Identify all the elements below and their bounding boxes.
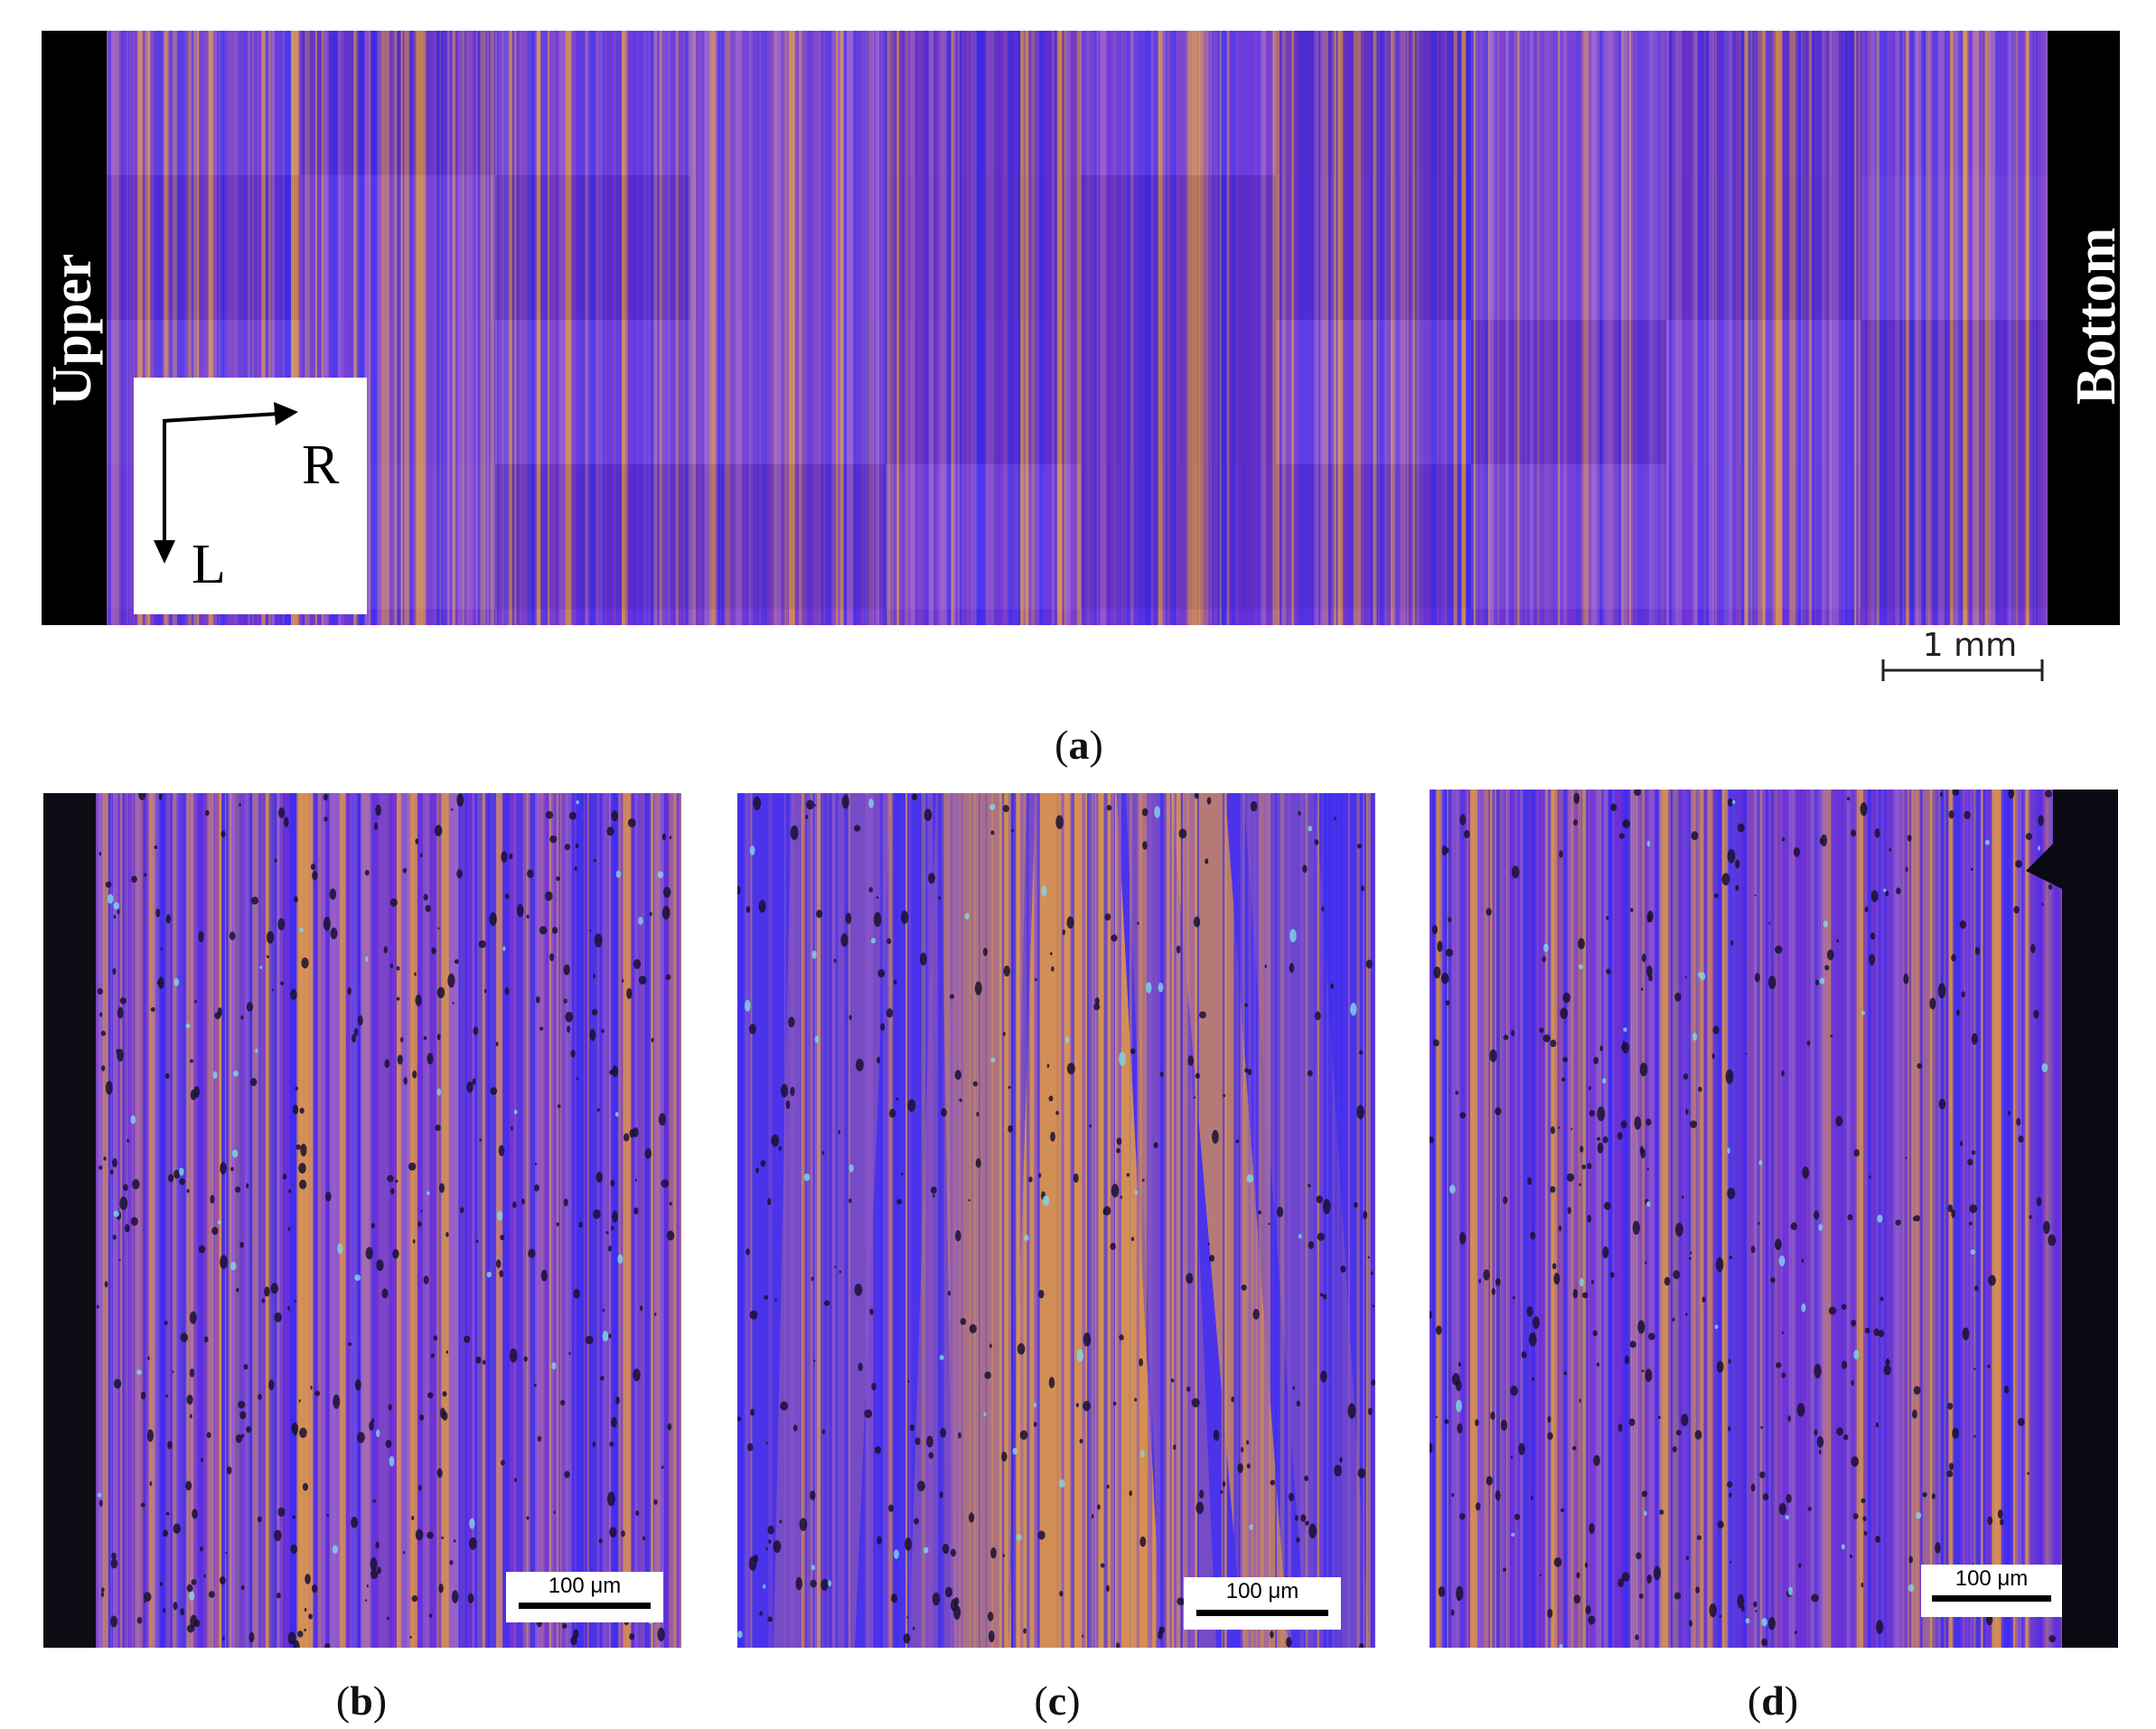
axis-l-label: L <box>192 534 226 595</box>
micrograph-a-texture <box>42 31 2120 625</box>
micrograph-d-texture <box>1430 790 2118 1648</box>
scale-box-d: 100 μm <box>1921 1565 2062 1617</box>
scale-label-d: 100 μm <box>1954 1566 2029 1591</box>
axis-r-label: R <box>302 435 340 496</box>
micrograph-b-texture <box>43 793 681 1648</box>
orientation-arrows-icon <box>154 402 298 564</box>
scale-box-c: 100 μm <box>1184 1577 1341 1630</box>
scale-bar-a: 1 mm <box>1879 623 2060 687</box>
micrograph-b: 100 μm <box>43 793 681 1648</box>
micrograph-c: 100 μm <box>737 793 1375 1648</box>
micrograph-a <box>42 31 2120 625</box>
micrograph-d: 100 μm <box>1430 790 2118 1648</box>
caption-d: (d) <box>1747 1678 1799 1724</box>
caption-c: (c) <box>1034 1678 1081 1724</box>
scale-label-b: 100 μm <box>548 1574 622 1598</box>
orientation-axes: R L <box>134 378 367 614</box>
micrograph-c-texture <box>737 793 1375 1648</box>
scale-line-a <box>1881 659 2044 681</box>
upper-label: Upper <box>42 253 103 407</box>
caption-a: (a) <box>1055 722 1103 768</box>
scale-box-b: 100 μm <box>506 1572 663 1622</box>
scale-line-c <box>1196 1610 1328 1616</box>
caption-b: (b) <box>335 1678 388 1724</box>
scale-label-c: 100 μm <box>1225 1579 1299 1603</box>
bottom-label: Bottom <box>2066 227 2127 406</box>
scale-line-d <box>1932 1595 2051 1602</box>
scale-line-b <box>519 1603 651 1609</box>
scale-label-a: 1 mm <box>1922 627 2018 664</box>
